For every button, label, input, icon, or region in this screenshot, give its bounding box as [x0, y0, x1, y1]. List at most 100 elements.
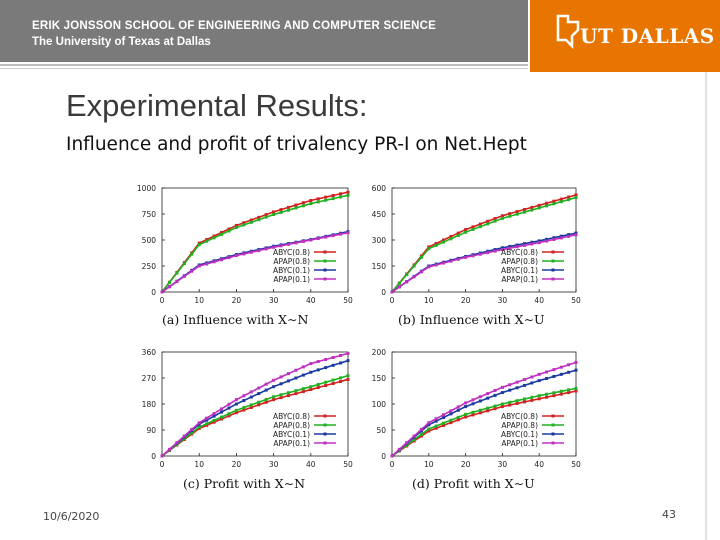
data-point: [212, 236, 216, 240]
y-tick-label: 100: [372, 400, 387, 409]
data-point: [522, 242, 526, 246]
x-tick-label: 20: [232, 296, 242, 305]
data-point: [264, 400, 268, 404]
y-tick-label: 180: [142, 400, 157, 409]
x-tick-label: 10: [194, 460, 204, 469]
data-point: [574, 196, 578, 200]
data-point: [449, 235, 453, 239]
x-tick-label: 40: [306, 296, 316, 305]
data-point: [227, 414, 231, 418]
data-point: [227, 227, 231, 231]
y-tick-label: 750: [142, 210, 157, 219]
data-point: [264, 213, 268, 217]
x-tick-label: 0: [160, 296, 165, 305]
legend-label: ABYC(0.8): [273, 248, 310, 257]
data-point: [559, 234, 563, 238]
data-point: [500, 246, 504, 250]
data-point: [471, 227, 475, 231]
data-point: [301, 390, 305, 394]
header-rule: [0, 64, 528, 66]
data-point: [508, 403, 512, 407]
data-point: [264, 215, 268, 219]
data-point: [500, 402, 504, 406]
data-point: [456, 233, 460, 237]
data-point: [316, 237, 320, 241]
data-point: [339, 376, 343, 380]
y-tick-label: 1000: [137, 184, 156, 193]
data-point: [220, 231, 224, 235]
data-point: [405, 443, 409, 447]
page-number: 43: [662, 508, 676, 521]
data-point: [464, 405, 468, 409]
data-point: [257, 215, 261, 219]
data-point: [464, 255, 468, 259]
data-point: [190, 269, 194, 273]
data-point: [220, 415, 224, 419]
data-point: [456, 415, 460, 419]
data-point: [442, 238, 446, 242]
data-point: [212, 420, 216, 424]
data-point: [412, 434, 416, 438]
data-point: [493, 388, 497, 392]
data-point: [205, 416, 209, 420]
x-tick-label: 50: [571, 460, 581, 469]
data-point: [515, 380, 519, 384]
data-point: [220, 232, 224, 236]
data-point: [530, 395, 534, 399]
right-rule: [705, 72, 707, 540]
data-point: [442, 240, 446, 244]
data-point: [324, 358, 328, 362]
header-rule-thin: [0, 68, 528, 69]
data-point: [515, 210, 519, 214]
data-point: [574, 193, 578, 197]
data-point: [427, 427, 431, 431]
data-point: [212, 414, 216, 418]
data-point: [449, 421, 453, 425]
data-point: [197, 241, 201, 245]
data-point: [427, 421, 431, 425]
data-point: [324, 380, 328, 384]
data-point: [279, 210, 283, 214]
data-point: [442, 261, 446, 265]
legend-marker: [323, 259, 327, 263]
data-point: [552, 199, 556, 203]
data-point: [212, 418, 216, 422]
data-point: [227, 406, 231, 410]
plot-frame: [161, 187, 349, 293]
data-point: [227, 412, 231, 416]
data-point: [324, 235, 328, 239]
data-point: [249, 405, 253, 409]
data-point: [545, 395, 549, 399]
legend-label: APAP(0.8): [501, 257, 538, 266]
data-point: [286, 205, 290, 209]
data-point: [567, 388, 571, 392]
legend-label: ABYC(0.8): [501, 412, 538, 421]
data-point: [456, 231, 460, 235]
data-point: [286, 394, 290, 398]
x-tick-label: 50: [343, 296, 353, 305]
logo-text: UT DALLAS: [580, 24, 715, 48]
data-point: [530, 242, 534, 246]
data-point: [397, 281, 401, 285]
data-point: [493, 249, 497, 253]
legend-label: APAP(0.8): [501, 421, 538, 430]
data-point: [339, 232, 343, 236]
data-point: [331, 378, 335, 382]
data-point: [272, 213, 276, 217]
x-tick-label: 10: [424, 296, 434, 305]
data-point: [339, 195, 343, 199]
university-name: The University of Texas at Dallas: [32, 36, 211, 48]
y-tick-label: 360: [142, 348, 157, 357]
data-point: [220, 407, 224, 411]
data-point: [242, 252, 246, 256]
data-point: [471, 398, 475, 402]
data-point: [464, 228, 468, 232]
data-point: [434, 424, 438, 428]
data-point: [567, 363, 571, 367]
data-point: [456, 408, 460, 412]
data-point: [346, 359, 350, 363]
data-point: [412, 264, 416, 268]
data-point: [331, 197, 335, 201]
data-point: [567, 234, 571, 238]
data-point: [324, 384, 328, 388]
